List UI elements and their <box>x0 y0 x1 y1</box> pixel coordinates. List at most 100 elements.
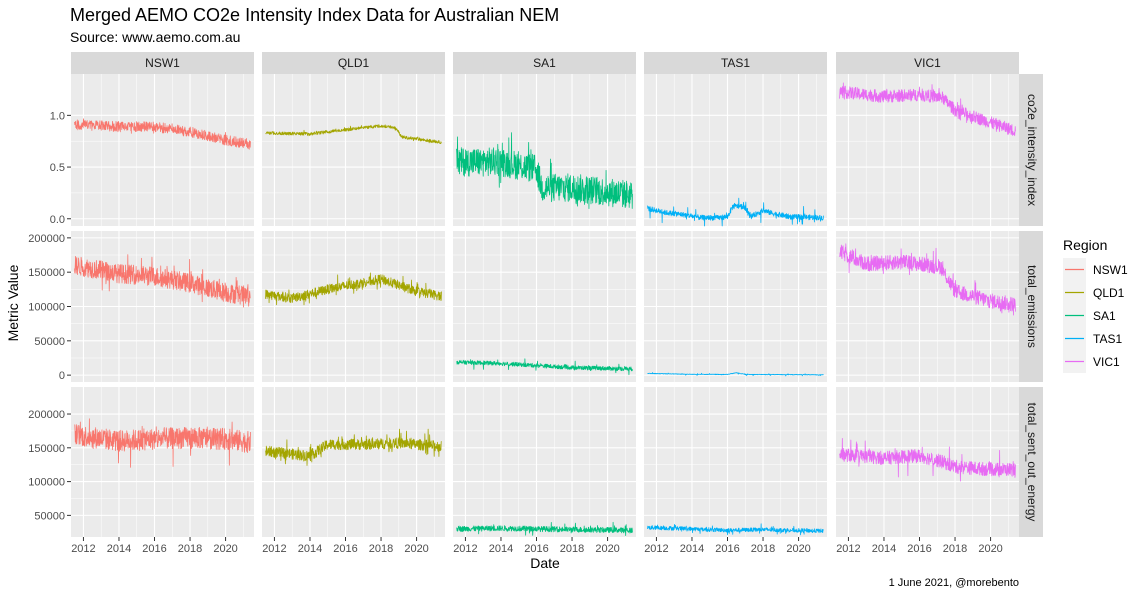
panel-background <box>644 74 827 226</box>
series-line-sa1 <box>456 132 633 209</box>
y-tick-label: 0 <box>59 370 65 382</box>
x-tick-label: 2016 <box>524 543 548 555</box>
panel-sa1-total-emissions <box>453 231 636 382</box>
facet-strip-tas1 <box>644 52 827 74</box>
x-tick-label: 2016 <box>142 543 166 555</box>
x-tick-label: 2016 <box>907 543 931 555</box>
x-tick-label: 2020 <box>213 543 237 555</box>
legend-label-sa1: SA1 <box>1093 309 1116 323</box>
series-line-vic1 <box>839 82 1016 137</box>
x-tick-label: 2014 <box>872 543 896 555</box>
x-tick-label: 2018 <box>943 543 967 555</box>
panel-vic1-total-sent-out-energy <box>836 387 1019 537</box>
y-tick-label: 0.5 <box>50 162 65 174</box>
x-tick-label: 2020 <box>786 543 810 555</box>
facet-strip-label: QLD1 <box>338 56 370 70</box>
chart-caption: 1 June 2021, @morebento <box>889 577 1019 589</box>
x-tick-label: 2012 <box>262 543 286 555</box>
legend-label-nsw1: NSW1 <box>1093 263 1128 277</box>
series-line-qld1 <box>265 428 442 466</box>
panel-background <box>644 387 827 537</box>
panel-vic1-total-emissions <box>836 231 1019 382</box>
facet-strip-total-sent-out-energy <box>1019 387 1043 537</box>
facet-strip-vic1 <box>836 52 1019 74</box>
x-tick-label: 2012 <box>836 543 860 555</box>
series-line-qld1 <box>265 272 442 306</box>
facet-strip-label: co2e_intensity_index <box>1025 94 1039 206</box>
legend-title: Region <box>1063 237 1107 253</box>
y-tick-label: 0.0 <box>50 214 65 226</box>
x-tick-label: 2012 <box>453 543 477 555</box>
x-tick-label: 2018 <box>369 543 393 555</box>
panel-qld1-total-emissions <box>262 231 445 382</box>
legend: Region NSW1 QLD1 SA1 TAS1 VIC1 <box>1063 237 1128 373</box>
x-tick-label: 2014 <box>489 543 513 555</box>
facet-strip-sa1 <box>453 52 636 74</box>
panel-qld1-total-sent-out-energy <box>262 387 445 537</box>
x-tick-label: 2020 <box>404 543 428 555</box>
y-axis-title: Metric Value <box>5 264 21 341</box>
y-tick-label: 200000 <box>28 409 65 421</box>
facet-strip-label: total_sent_out_energy <box>1025 403 1039 522</box>
facet-strip-co2e-intensity-index <box>1019 74 1043 226</box>
facet-strip-total-emissions <box>1019 231 1043 382</box>
y-tick-label: 150000 <box>28 267 65 279</box>
y-tick-label: 100000 <box>28 302 65 314</box>
series-line-nsw1 <box>74 418 251 468</box>
panel-background <box>71 74 254 226</box>
x-tick-label: 2012 <box>644 543 668 555</box>
facet-grid: NSW1 QLD1 SA1 TAS1 VIC1 co2e_intensity_indext… <box>28 52 1043 555</box>
series-line-sa1 <box>456 521 633 537</box>
facet-strip-label: total_emissions <box>1025 265 1039 348</box>
x-tick-label: 2020 <box>595 543 619 555</box>
panel-tas1-co2e-intensity-index <box>644 74 827 227</box>
series-line-nsw1 <box>74 118 251 150</box>
panel-nsw1-total-sent-out-energy <box>71 387 254 537</box>
facet-strip-label: SA1 <box>533 56 556 70</box>
series-line-nsw1 <box>74 254 251 308</box>
panel-vic1-co2e-intensity-index <box>836 74 1019 226</box>
facet-strip-label: VIC1 <box>914 56 941 70</box>
x-tick-label: 2014 <box>298 543 322 555</box>
panel-nsw1-co2e-intensity-index <box>71 74 254 226</box>
panel-background <box>262 387 445 537</box>
panel-background <box>262 74 445 226</box>
x-axis-title: Date <box>530 555 560 571</box>
y-tick-label: 50000 <box>34 336 65 348</box>
chart-title: Merged AEMO CO2e Intensity Index Data fo… <box>70 5 559 25</box>
chart-subtitle: Source: www.aemo.com.au <box>70 29 240 45</box>
series-line-tas1 <box>647 523 824 536</box>
panel-qld1-co2e-intensity-index <box>262 74 445 226</box>
facet-strip-nsw1 <box>71 52 254 74</box>
panel-background <box>453 387 636 537</box>
legend-label-qld1: QLD1 <box>1093 286 1125 300</box>
legend-label-vic1: VIC1 <box>1093 355 1120 369</box>
x-tick-label: 2018 <box>560 543 584 555</box>
panel-nsw1-total-emissions <box>71 231 254 382</box>
y-tick-label: 50000 <box>34 510 65 522</box>
x-tick-label: 2014 <box>680 543 704 555</box>
facet-strip-label: TAS1 <box>721 56 750 70</box>
panel-sa1-co2e-intensity-index <box>453 74 636 226</box>
panel-sa1-total-sent-out-energy <box>453 387 636 537</box>
x-tick-label: 2014 <box>107 543 131 555</box>
y-tick-label: 1.0 <box>50 110 65 122</box>
x-tick-label: 2018 <box>178 543 202 555</box>
x-tick-label: 2016 <box>715 543 739 555</box>
x-tick-label: 2020 <box>978 543 1002 555</box>
facet-strip-qld1 <box>262 52 445 74</box>
y-tick-label: 100000 <box>28 477 65 489</box>
y-tick-label: 200000 <box>28 233 65 245</box>
series-line-vic1 <box>839 243 1016 316</box>
y-tick-label: 150000 <box>28 443 65 455</box>
facet-strip-label: NSW1 <box>145 56 180 70</box>
x-tick-label: 2016 <box>333 543 357 555</box>
x-tick-label: 2018 <box>751 543 775 555</box>
panel-tas1-total-emissions <box>644 231 827 382</box>
series-line-sa1 <box>456 358 633 376</box>
x-tick-label: 2012 <box>71 543 95 555</box>
series-line-vic1 <box>839 437 1016 482</box>
series-line-qld1 <box>265 124 442 145</box>
legend-label-tas1: TAS1 <box>1093 332 1122 346</box>
